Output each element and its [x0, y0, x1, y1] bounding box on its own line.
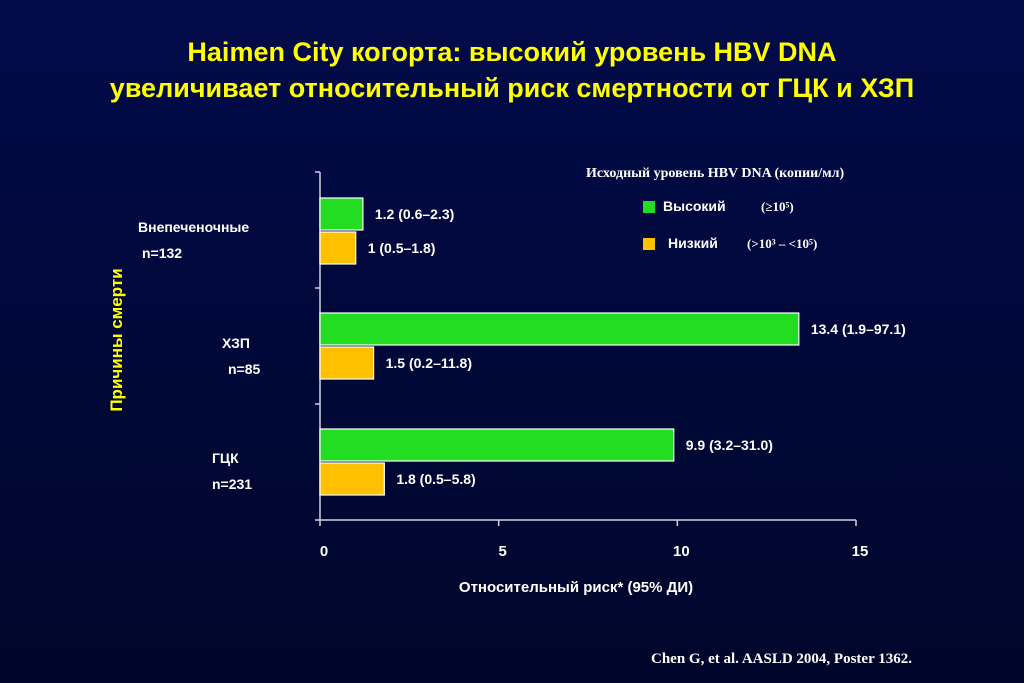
- bar-low-1: [319, 346, 375, 380]
- legend-range-low: (>10³ – <10⁵): [747, 236, 818, 251]
- data-label-high-0: 1.2 (0.6–2.3): [375, 206, 454, 222]
- legend-swatch-low: [643, 238, 655, 250]
- category-n-2: n=231: [212, 476, 252, 492]
- data-label-high-1: 13.4 (1.9–97.1): [811, 321, 906, 337]
- legend-label-high: Высокий: [663, 198, 726, 214]
- x-tick-label-5: 5: [498, 543, 506, 560]
- bar-low-0: [319, 231, 357, 265]
- category-n-1: n=85: [228, 361, 261, 377]
- category-label-1: ХЗП: [222, 335, 250, 351]
- bar-high-1: [319, 312, 800, 346]
- data-label-low-0: 1 (0.5–1.8): [368, 240, 436, 256]
- category-n-0: n=132: [142, 245, 182, 261]
- legend-label-low: Низкий: [668, 235, 718, 251]
- title-line-2: увеличивает относительный риск смертност…: [109, 73, 915, 103]
- category-label-2: ГЦК: [212, 450, 239, 466]
- bar-high-2: [319, 428, 675, 462]
- data-label-low-2: 1.8 (0.5–5.8): [396, 471, 475, 487]
- x-tick-label-0: 0: [320, 543, 328, 560]
- category-label-0: Внепеченочные: [138, 219, 249, 235]
- bar-high-0: [319, 197, 364, 231]
- data-label-high-2: 9.9 (3.2–31.0): [686, 437, 773, 453]
- y-axis-label: Причины смерти: [107, 268, 126, 412]
- title-line-1: Haimen City когорта: высокий уровень HBV…: [187, 37, 837, 67]
- data-label-low-1: 1.5 (0.2–11.8): [386, 355, 472, 371]
- legend-swatch-high: [643, 201, 655, 213]
- x-tick-label-15: 15: [852, 543, 869, 560]
- bar-low-2: [319, 462, 385, 496]
- slide-title: Haimen City когорта: высокий уровень HBV…: [0, 34, 1024, 106]
- legend-range-high: (≥10⁵): [761, 199, 794, 214]
- legend-title: Исходный уровень HBV DNA (копии/мл): [586, 166, 845, 181]
- x-axis-label: Относительный риск* (95% ДИ): [459, 579, 693, 596]
- x-tick-label-10: 10: [673, 543, 690, 560]
- source-citation: Chen G, et al. AASLD 2004, Poster 1362.: [651, 651, 912, 667]
